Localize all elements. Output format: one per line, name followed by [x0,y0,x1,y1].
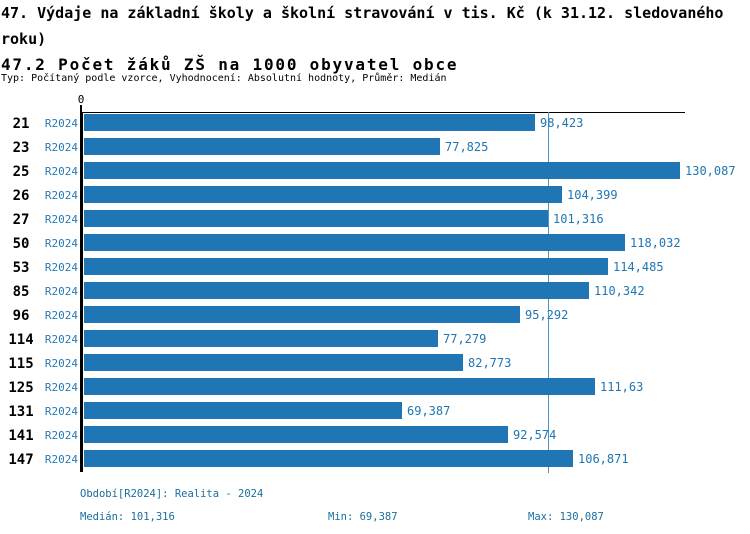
median-line [548,112,549,473]
series-label: R2024 [44,261,78,274]
chart-row: 23 R2024 77,825 [0,136,750,160]
page-title: 47. Výdaje na základní školy a školní st… [1,4,724,48]
chart-row: 96 R2024 95,292 [0,304,750,328]
bar [84,234,625,251]
x-axis-line [80,112,685,113]
x-axis-zero-label: 0 [77,93,85,106]
category-label: 27 [12,212,30,228]
series-label: R2024 [44,285,78,298]
series-label: R2024 [44,429,78,442]
y-axis-line [80,112,83,472]
value-label: 92,574 [513,428,557,442]
series-label: R2024 [44,309,78,322]
chart-row: 27 R2024 101,316 [0,208,750,232]
indicator-subtitle: 47.2 Počet žáků ZŠ na 1000 obyvatel obce [1,55,459,74]
series-label: R2024 [44,237,78,250]
bar [84,186,562,203]
bar [84,426,508,443]
bar [84,306,520,323]
series-label: R2024 [44,213,78,226]
value-label: 69,387 [407,404,451,418]
series-label: R2024 [44,405,78,418]
category-label: 114 [8,332,34,348]
bar [84,378,595,395]
bar [84,114,535,131]
chart-row: 125 R2024 111,63 [0,376,750,400]
chart-row: 21 R2024 98,423 [0,112,750,136]
value-label: 130,087 [685,164,736,178]
value-label: 98,423 [540,116,584,130]
series-label: R2024 [44,357,78,370]
series-label: R2024 [44,333,78,346]
category-label: 26 [12,188,30,204]
chart-row: 50 R2024 118,032 [0,232,750,256]
category-label: 96 [12,308,30,324]
chart-row: 141 R2024 92,574 [0,424,750,448]
category-label: 141 [8,428,34,444]
chart-row: 115 R2024 82,773 [0,352,750,376]
value-label: 114,485 [613,260,664,274]
category-label: 21 [12,116,30,132]
value-label: 77,279 [443,332,487,346]
bar [84,450,573,467]
chart-row: 85 R2024 110,342 [0,280,750,304]
category-label: 23 [12,140,30,156]
chart-row: 114 R2024 77,279 [0,328,750,352]
value-label: 77,825 [445,140,489,154]
chart-row: 26 R2024 104,399 [0,184,750,208]
category-label: 50 [12,236,30,252]
category-label: 115 [8,356,34,372]
value-label: 101,316 [553,212,604,226]
period-legend: Období[R2024]: Realita - 2024 [80,488,264,500]
bar [84,258,608,275]
value-label: 118,032 [630,236,681,250]
bar [84,330,438,347]
bar [84,162,680,179]
series-label: R2024 [44,189,78,202]
series-label: R2024 [44,165,78,178]
chart-row: 131 R2024 69,387 [0,400,750,424]
series-label: R2024 [44,381,78,394]
max-stat: Max: 130,087 [528,511,604,523]
value-label: 111,63 [600,380,644,394]
category-label: 147 [8,452,34,468]
value-label: 110,342 [594,284,645,298]
bar [84,402,402,419]
chart-row: 147 R2024 106,871 [0,448,750,472]
category-label: 131 [8,404,34,420]
bar [84,138,440,155]
series-label: R2024 [44,117,78,130]
bar [84,210,548,227]
value-label: 82,773 [468,356,512,370]
category-label: 125 [8,380,34,396]
value-label: 104,399 [567,188,618,202]
min-stat: Min: 69,387 [328,511,398,523]
bar [84,282,589,299]
series-label: R2024 [44,453,78,466]
chart-row: 53 R2024 114,485 [0,256,750,280]
series-label: R2024 [44,141,78,154]
chart-meta-info: Typ: Počítaný podle vzorce, Vyhodnocení:… [1,73,447,84]
category-label: 53 [12,260,30,276]
category-label: 85 [12,284,30,300]
x-axis-tick [80,105,82,113]
median-stat: Medián: 101,316 [80,511,175,523]
bar [84,354,463,371]
value-label: 106,871 [578,452,629,466]
category-label: 25 [12,164,30,180]
value-label: 95,292 [525,308,569,322]
chart-row: 25 R2024 130,087 [0,160,750,184]
